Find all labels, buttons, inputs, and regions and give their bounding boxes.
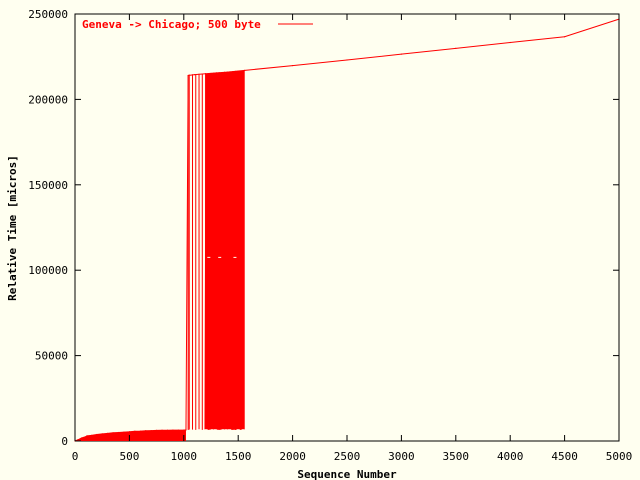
legend-label: Geneva -> Chicago; 500 byte [82, 18, 261, 31]
x-tick-label: 0 [72, 450, 79, 463]
data-point [85, 435, 87, 438]
data-point [346, 59, 348, 61]
y-axis-title: Relative Time [micros] [6, 155, 19, 301]
x-tick-label: 2000 [279, 450, 306, 463]
data-point [237, 70, 239, 72]
series-line [74, 18, 620, 442]
data-point [145, 430, 147, 432]
data-point [107, 432, 109, 434]
data-point [292, 64, 294, 67]
data-point [139, 430, 141, 432]
data-point [112, 432, 114, 434]
series-fill-early [75, 429, 186, 441]
legend: Geneva -> Chicago; 500 byte [82, 18, 313, 31]
series-layer [74, 18, 620, 442]
data-point [455, 47, 457, 49]
data-point [172, 429, 174, 431]
data-point [96, 433, 98, 436]
data-point [183, 429, 185, 431]
x-tick-label: 3000 [388, 450, 415, 463]
x-tick-label: 4000 [497, 450, 524, 463]
data-point [117, 431, 120, 434]
data-point [215, 72, 218, 74]
data-point [400, 53, 402, 55]
y-tick-label: 250000 [28, 8, 68, 21]
y-tick-label: 200000 [28, 93, 68, 106]
data-point [80, 437, 83, 439]
data-point [123, 431, 125, 433]
x-axis-title: Sequence Number [297, 468, 397, 480]
x-tick-label: 1500 [225, 450, 252, 463]
data-point [77, 439, 79, 441]
x-tick-label: 4500 [551, 450, 578, 463]
data-point [185, 429, 187, 431]
data-point [128, 431, 130, 433]
data-point [226, 71, 228, 73]
y-tick-label: 0 [61, 435, 68, 448]
data-point [161, 429, 163, 431]
data-point [101, 433, 103, 435]
data-point [86, 435, 88, 437]
x-tick-label: 5000 [606, 450, 633, 463]
data-point [509, 41, 511, 44]
x-tick-label: 500 [119, 450, 139, 463]
data-point [194, 74, 196, 76]
data-point [204, 73, 207, 75]
x-tick-label: 2500 [334, 450, 361, 463]
data-point [166, 429, 169, 431]
x-axis: 0 500 1000 1500 2000 2500 3000 3500 4000 4500 5000 [72, 14, 633, 463]
data-point [244, 69, 246, 71]
data-point [90, 434, 92, 436]
y-tick-label: 150000 [28, 179, 68, 192]
data-point [564, 36, 566, 38]
data-point [177, 429, 179, 431]
data-point [134, 430, 136, 432]
data-point [187, 74, 189, 77]
data-point [156, 429, 158, 432]
y-tick-label: 50000 [35, 350, 68, 363]
y-axis: 0 50000 100000 150000 200000 250000 [28, 8, 619, 448]
y-tick-label: 100000 [28, 264, 68, 277]
plot-area [74, 13, 620, 442]
x-tick-label: 3500 [443, 450, 470, 463]
data-point [150, 429, 152, 432]
x-tick-label: 1000 [171, 450, 198, 463]
